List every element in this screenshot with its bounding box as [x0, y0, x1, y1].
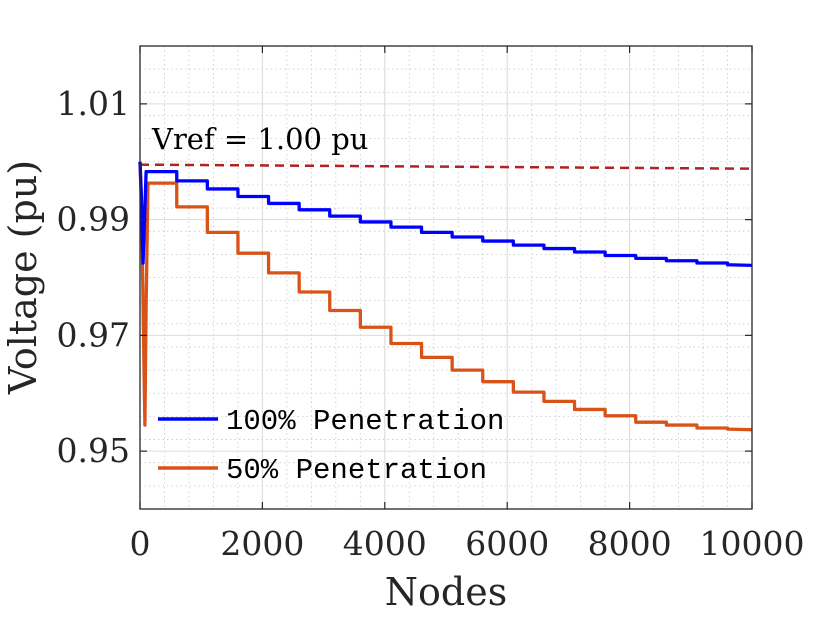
- x-tick-label: 4000: [343, 524, 427, 563]
- legend-label-50-penetration: 50% Penetration: [226, 454, 487, 487]
- vref-reference-line: [139, 163, 753, 170]
- legend: 100% Penetration 50% Penetration: [158, 405, 504, 487]
- legend-label-100-penetration: 100% Penetration: [226, 405, 504, 438]
- x-tick-label: 6000: [465, 524, 549, 563]
- x-axis-label: Nodes: [385, 570, 507, 614]
- x-tick-label: 2000: [220, 524, 304, 563]
- vref-annotation: Vref = 1.00 pu: [151, 122, 368, 156]
- tick-marks: [139, 46, 753, 509]
- y-tick-label: 0.95: [57, 431, 130, 470]
- y-axis-label: Voltage (pu): [1, 160, 45, 395]
- y-tick-label: 1.01: [57, 84, 130, 123]
- series-line-100-penetration: [138, 161, 753, 267]
- major-grid: [140, 46, 752, 509]
- x-tick-labels: 0 2000 4000 6000 8000 10000: [130, 524, 805, 563]
- plot-frame: [139, 45, 753, 510]
- minor-grid: [140, 46, 752, 509]
- y-tick-label: 0.97: [57, 315, 130, 354]
- x-tick-label: 8000: [588, 524, 672, 563]
- series-line-50-penetration: [138, 161, 753, 432]
- y-tick-label: 0.99: [57, 200, 130, 239]
- y-tick-labels: 0.95 0.97 0.99 1.01: [57, 84, 130, 470]
- x-tick-label: 0: [130, 524, 151, 563]
- x-tick-label: 10000: [700, 524, 805, 563]
- series-layer: [138, 161, 753, 432]
